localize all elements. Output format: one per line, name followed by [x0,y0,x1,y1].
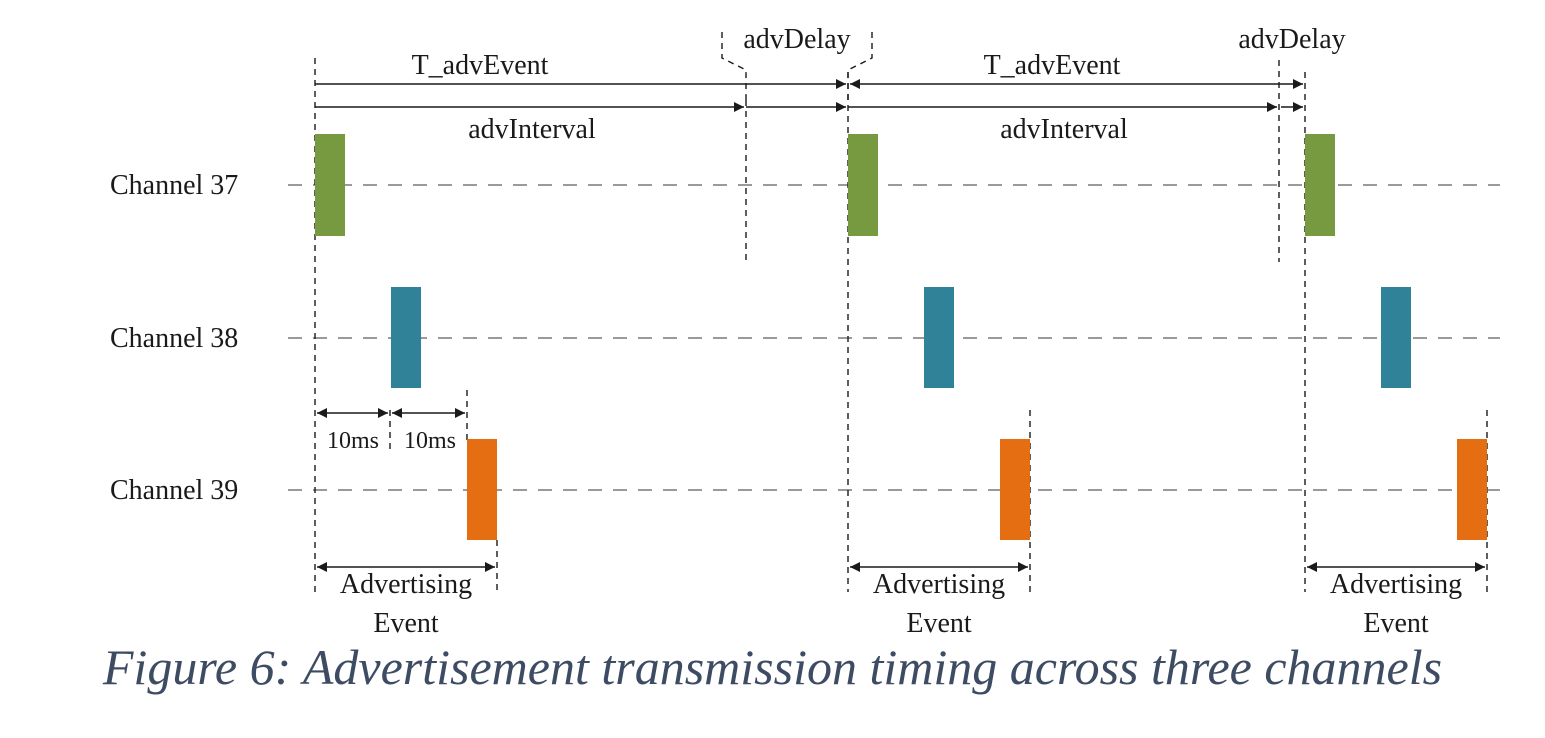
channel-38-packet-1 [391,287,421,388]
t-adv-event-label-1: T_advEvent [412,50,549,81]
channel-37-packet-1 [315,134,345,236]
channel-38-packet-3 [1381,287,1411,388]
advertising-label-1: Advertising [340,569,472,600]
channel-39-packet-1 [467,439,497,540]
adv-delay-label-1: advDelay [743,24,850,55]
channel-37-packet-2 [848,134,878,236]
advertising-label-3: Advertising [1330,569,1462,600]
gap-10ms-label-1: 10ms [327,428,379,454]
event-label-3: Event [1363,608,1429,639]
adv-interval-label-2: advInterval [1000,114,1128,145]
adv-delay-label-2: advDelay [1238,24,1345,55]
channel-39-packet-2 [1000,439,1030,540]
advertising-label-2: Advertising [873,569,1005,600]
gap-10ms-label-2: 10ms [404,428,456,454]
figure-caption: Figure 6: Advertisement transmission tim… [102,639,1443,695]
channel-39-label: Channel 39 [110,475,238,506]
channel-37-packet-3 [1305,134,1335,236]
event-label-2: Event [906,608,972,639]
channel-37-label: Channel 37 [110,170,238,201]
t-adv-event-label-2: T_advEvent [984,50,1121,81]
event-label-1: Event [373,608,439,639]
channel-38-label: Channel 38 [110,323,238,354]
adv-delay-bracket-1 [721,32,747,100]
adv-interval-label-1: advInterval [468,114,596,145]
channel-39-packet-3 [1457,439,1487,540]
channel-38-packet-2 [924,287,954,388]
adv-delay-bracket-1b [847,32,873,100]
